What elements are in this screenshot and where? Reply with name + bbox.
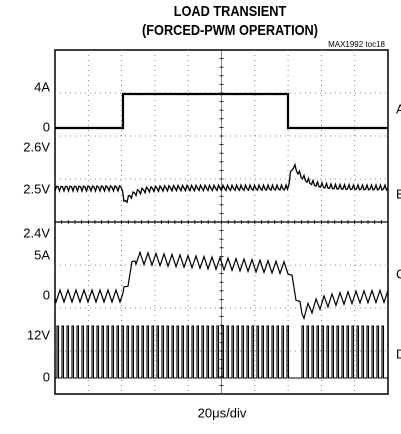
trace-name: A [396,101,401,116]
trace-name: C [396,266,401,281]
trace-c [54,250,389,321]
axis-label: 4A [34,79,50,94]
trace-name: D [396,346,401,361]
trace-a [55,92,388,130]
trace-d [55,325,388,379]
subtitle: (FORCED-PWM OPERATION) [142,21,318,38]
axis-label: 0 [43,287,50,302]
axis-label: 5A [34,247,50,262]
timebase-label: 20μs/div [198,405,247,420]
axis-label: 2.5V [23,181,50,196]
trace-b [54,162,389,204]
axis-label: 2.6V [23,139,50,154]
labels: 4A 0 2.6V 2.5V 2.4V 5A 0 12V 0 A B C D [23,79,401,384]
axis-label: 12V [27,327,50,342]
axis-label: 0 [43,119,50,134]
traces [54,92,389,379]
axis-label: 2.4V [23,225,50,240]
axis-label: 0 [43,369,50,384]
title: LOAD TRANSIENT [174,2,287,19]
figure-tag: MAX1992 toc18 [328,40,385,49]
trace-name: B [396,186,401,201]
